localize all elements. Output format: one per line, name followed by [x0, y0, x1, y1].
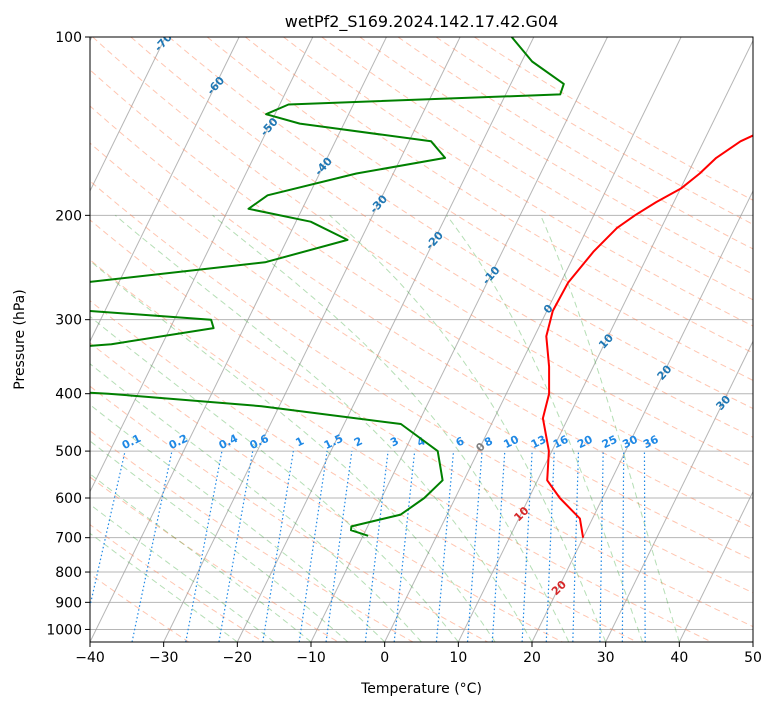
dry-adiabat: [90, 524, 264, 642]
moist-adiabat: [90, 532, 238, 642]
moist-adiabat: [329, 214, 607, 642]
dry-adiabat: [90, 342, 563, 642]
mixing-ratio-label: 36: [641, 433, 661, 452]
mixing-ratio-line: [325, 451, 353, 642]
x-tick-label: 50: [744, 650, 762, 666]
mixing-ratio-line: [298, 451, 328, 642]
mixing-ratio-label: 13: [529, 433, 548, 451]
x-tick-label: 30: [597, 650, 615, 666]
mixing-ratio-line: [131, 450, 173, 642]
y-tick-label: 100: [55, 30, 82, 46]
x-tick-label: −20: [223, 650, 253, 666]
moist-adiabat: [90, 315, 459, 642]
chart-title: wetPf2_S169.2024.142.17.42.G04: [285, 12, 559, 32]
moist-adiabat: [90, 404, 386, 642]
isotherm-line: [384, 37, 682, 642]
plot-frame: [89, 36, 754, 643]
y-tick-label: 200: [55, 208, 82, 224]
dry-adiabat: [245, 37, 753, 354]
dewpoint-profile: [90, 37, 565, 537]
isotherm-line: [236, 37, 535, 642]
moist-adiabat: [90, 473, 312, 642]
dry-adiabat: [168, 37, 753, 410]
isotherm-line: [605, 340, 753, 642]
isotherm-line: [90, 37, 240, 343]
isotherm-line: [90, 37, 166, 193]
dry-adiabat: [90, 430, 414, 642]
moist-adiabat: [446, 214, 643, 642]
isotherm-line: [90, 37, 314, 493]
dry-adiabat: [90, 259, 712, 642]
x-tick-label: 40: [670, 650, 688, 666]
isotherm-line: [457, 39, 753, 642]
dry-adiabat: [283, 37, 753, 327]
moist-adiabat: [540, 215, 680, 642]
mixing-ratio-line: [218, 450, 254, 642]
mixing-ratio-label: 16: [551, 433, 571, 452]
y-tick-label: 800: [55, 565, 82, 581]
x-tick-label: −10: [296, 650, 326, 666]
isotherm-line: [90, 37, 387, 642]
dry-adiabat: [90, 573, 190, 642]
mixing-ratio-label: 30: [620, 433, 640, 452]
mixing-ratio-label: 10: [502, 433, 522, 452]
isotherm-line: [310, 37, 608, 642]
isotherm-line: [531, 189, 753, 642]
dry-adiabat: [90, 219, 753, 628]
x-axis-label: Temperature (°C): [360, 681, 482, 697]
mixing-ratio-line: [364, 451, 389, 642]
mixing-ratio-label: 20: [575, 433, 595, 452]
moist-adiabat: [114, 214, 533, 642]
moist-adiabat: [212, 214, 570, 642]
y-tick-label: 300: [55, 313, 82, 329]
y-tick-label: 700: [55, 531, 82, 547]
moist-adiabat: [90, 503, 275, 642]
mixing-ratio-label: 25: [600, 433, 619, 451]
y-tick-label: 600: [55, 491, 82, 507]
x-tick-label: 20: [523, 650, 541, 666]
y-axis-label: Pressure (hPa): [12, 289, 28, 389]
mixing-ratio-line: [262, 451, 294, 642]
x-tick-label: 10: [449, 650, 467, 666]
dry-adiabat: [321, 37, 753, 301]
x-tick-label: −30: [149, 650, 179, 666]
mixing-ratio-line: [185, 450, 223, 642]
x-tick-label: −40: [75, 650, 105, 666]
moist-adiabat: [90, 363, 422, 642]
isotherm-line: [678, 490, 753, 642]
y-tick-label: 900: [55, 595, 82, 611]
moist-adiabat: [90, 440, 349, 642]
x-tick-label: 0: [380, 650, 389, 666]
temperature-profile: [541, 134, 753, 538]
y-tick-label: 1000: [46, 622, 82, 638]
y-tick-label: 400: [55, 387, 82, 403]
dry-adiabat: [90, 385, 488, 642]
dry-adiabat: [206, 37, 753, 381]
moist-adiabat: [90, 260, 496, 642]
dry-adiabat: [130, 37, 753, 438]
y-tick-label: 500: [55, 444, 82, 460]
